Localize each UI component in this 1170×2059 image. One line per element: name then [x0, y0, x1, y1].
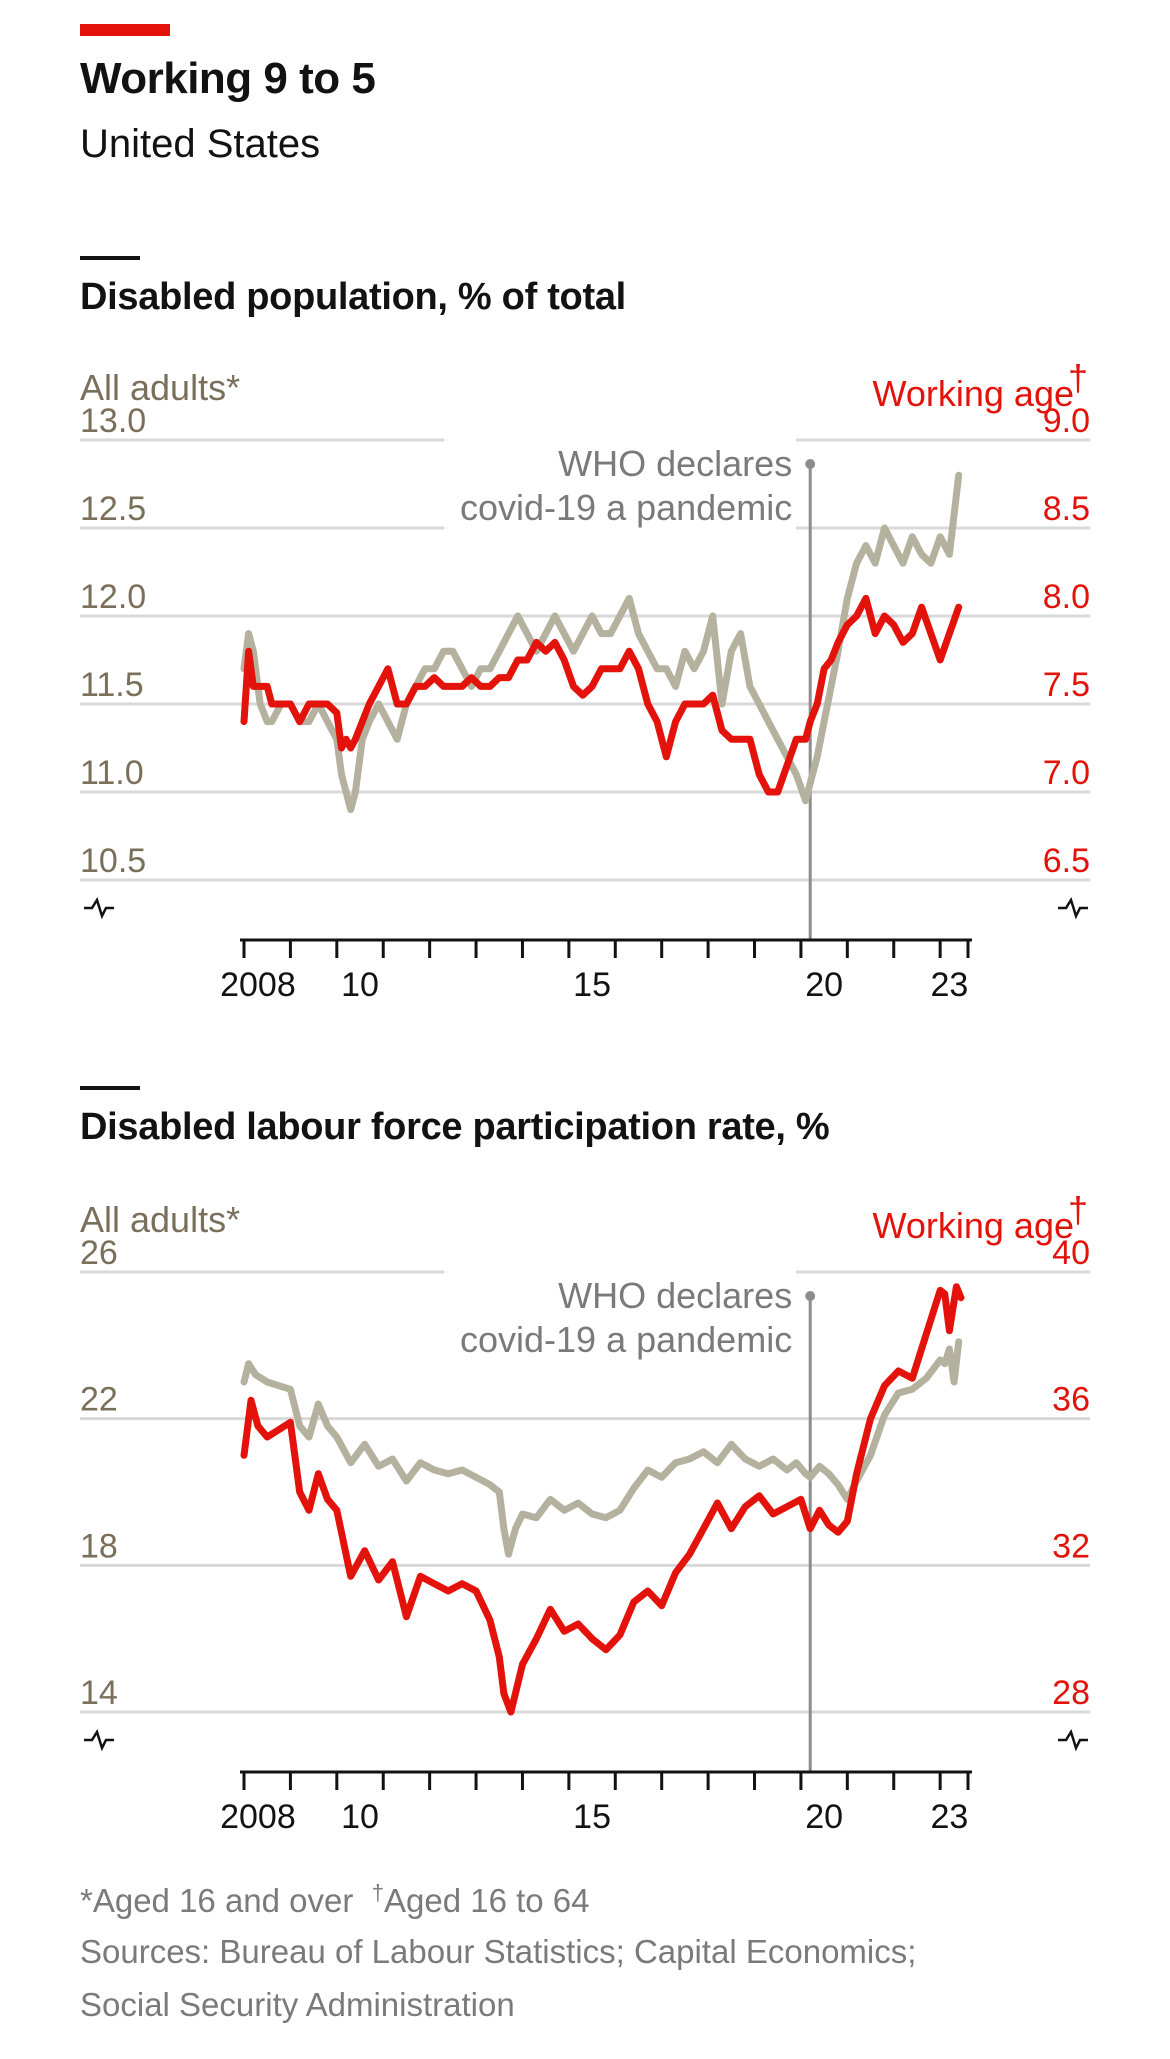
footnote-adults: *Aged 16 and over [80, 1882, 354, 1919]
page-subtitle: United States [80, 122, 321, 166]
x-tick-label: 10 [341, 966, 379, 1004]
right-axis-dagger: † [1068, 1189, 1088, 1230]
y-tick-left: 12.0 [80, 578, 146, 616]
footnote-dagger: † [371, 1880, 384, 1905]
y-tick-right: 8.5 [1043, 490, 1090, 528]
right-axis-label: Working age [873, 373, 1074, 414]
y-tick-right: 6.5 [1043, 842, 1090, 880]
chart-1-rule [80, 256, 140, 260]
annotation-backdrop [444, 438, 797, 534]
chart-1-title: Disabled population, % of total [80, 276, 626, 318]
labour-force-participation-chart: All adults* Working age† 26 40 22 36 18 32 14 28 W… [80, 1189, 1090, 1836]
axis-break-right-icon [1058, 1729, 1088, 1752]
y-tick-left: 10.5 [80, 842, 146, 880]
axis-break-left-icon [84, 897, 114, 920]
series-working-age-line [240, 1283, 965, 1716]
y-tick-right: 36 [1052, 1381, 1090, 1419]
y-tick-left: 14 [80, 1674, 118, 1712]
footnote-sources-line2: Social Security Administration [80, 1986, 515, 2023]
y-tick-right: 8.0 [1043, 578, 1090, 616]
x-tick-label: 2008 [220, 1798, 296, 1836]
y-tick-left: 18 [80, 1527, 118, 1565]
y-tick-left: 22 [80, 1381, 118, 1419]
footnote-working-age: Aged 16 to 64 [383, 1882, 590, 1919]
y-tick-left: 26 [80, 1234, 118, 1272]
footnote-ages: *Aged 16 and over †Aged 16 to 64 [80, 1880, 590, 1920]
y-tick-right: 32 [1052, 1527, 1090, 1565]
y-tick-left: 13.0 [80, 402, 146, 440]
y-tick-left: 11.5 [80, 666, 144, 704]
y-tick-right: 9.0 [1043, 402, 1090, 440]
disabled-population-chart: All adults* Working age† 13.0 9.0 12.5 8.5 12.… [80, 357, 1090, 1004]
y-tick-right: 40 [1052, 1234, 1090, 1272]
left-axis-label: All adults* [80, 1199, 240, 1240]
right-axis-label: Working age [873, 1205, 1074, 1246]
y-tick-right: 28 [1052, 1674, 1090, 1712]
right-axis-dagger: † [1068, 357, 1088, 398]
x-tick-label: 15 [573, 966, 611, 1004]
annotation-backdrop [444, 1270, 797, 1366]
x-tick-label: 20 [805, 966, 843, 1004]
axis-break-right-icon [1058, 897, 1088, 920]
pandemic-marker-dot [805, 459, 816, 469]
y-tick-right: 7.0 [1043, 754, 1090, 792]
series-all-adults-line [240, 471, 963, 814]
y-tick-left: 11.0 [80, 754, 144, 792]
x-tick-label: 20 [805, 1798, 843, 1836]
brand-red-bar [80, 24, 170, 36]
x-tick-label: 23 [931, 966, 969, 1004]
x-tick-label: 10 [341, 1798, 379, 1836]
y-tick-right: 7.5 [1043, 666, 1090, 704]
series-working-age-line [240, 594, 963, 796]
annotation-line-1: WHO declares [558, 1275, 792, 1316]
y-tick-left: 12.5 [80, 490, 146, 528]
annotation-line-1: WHO declares [558, 443, 792, 484]
x-tick-label: 15 [573, 1798, 611, 1836]
chart-2-rule [80, 1086, 140, 1090]
x-tick-label: 23 [931, 1798, 969, 1836]
chart-2-title: Disabled labour force participation rate… [80, 1106, 830, 1148]
page-title: Working 9 to 5 [80, 54, 376, 103]
annotation-line-2: covid-19 a pandemic [460, 1319, 792, 1360]
series-all-adults-line [240, 1338, 963, 1558]
left-axis-label: All adults* [80, 367, 240, 408]
pandemic-marker-dot [805, 1291, 816, 1301]
footnote-sources-line1: Sources: Bureau of Labour Statistics; Ca… [80, 1933, 917, 1970]
x-tick-label: 2008 [220, 966, 296, 1004]
axis-break-left-icon [84, 1729, 114, 1752]
annotation-line-2: covid-19 a pandemic [460, 487, 792, 528]
